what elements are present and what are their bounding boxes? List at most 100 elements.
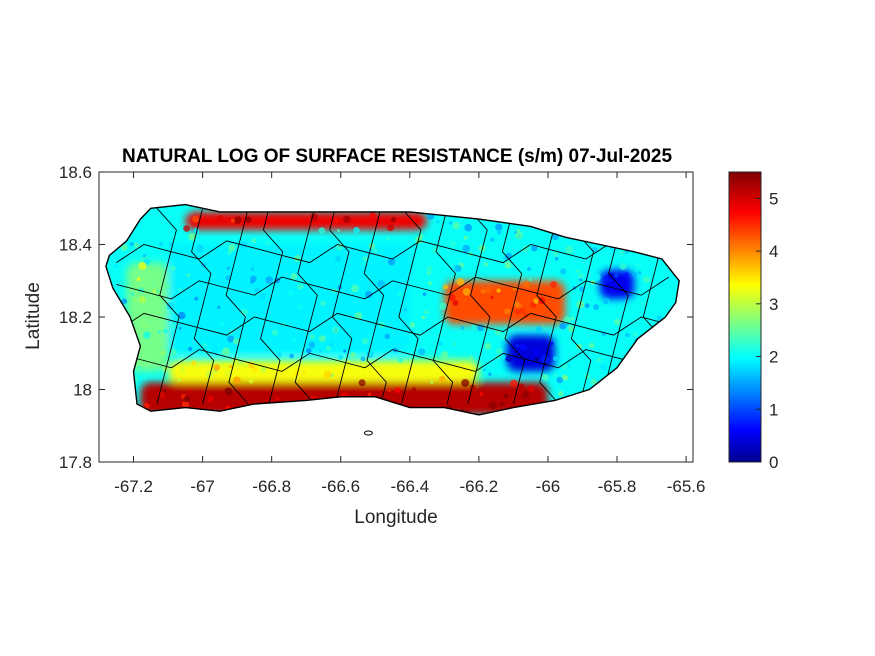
heatmap-cell [600,363,608,371]
heatmap-cell [554,256,559,261]
x-tick-label: -66.2 [460,477,499,496]
heatmap-cell [448,294,456,301]
heatmap-cell [390,216,397,223]
heatmap-cell [431,246,439,254]
heatmap-cell [360,261,366,266]
heatmap-cell [196,244,204,253]
heatmap-cell [452,342,457,346]
heatmap-cell [588,342,595,349]
heatmap-cell [228,243,236,252]
heatmap-cell [367,392,372,397]
municipality-boundary [329,208,353,405]
heatmap-cell [535,326,543,334]
heatmap-cell [177,311,186,320]
heatmap-cell [552,373,558,378]
heatmap-cell [480,288,486,294]
heatmap-cell [560,268,567,275]
heatmap-cell [516,344,520,348]
heatmap-cell [183,225,190,232]
heatmap-cell [192,347,197,352]
heatmap-cell [532,349,540,356]
heatmap-cell [593,304,600,311]
heatmap-cell [558,390,564,397]
heatmap-cell [169,348,177,357]
y-axis-ticks: 17.8 18 18.2 18.4 18.6 [59,163,693,472]
heatmap-cell [207,395,214,403]
heatmap-cell [464,223,473,232]
heatmap-cell [211,346,219,354]
heatmap-cell [496,347,503,355]
heatmap-cell [516,228,521,233]
heatmap-cell [527,267,531,271]
municipality-boundary [116,349,669,372]
heatmap-cell [250,275,257,283]
heatmap-cell [439,302,447,310]
heatmap-cell [577,272,585,280]
heatmap-cell [394,387,401,394]
heatmap-cell [495,223,503,231]
heatmap-cell [471,324,477,330]
municipality-boundary [398,208,422,405]
heatmap-cell [225,275,231,281]
heatmap-cell [449,240,457,247]
heatmap-cell [549,341,554,346]
x-tick-label: -66.6 [321,477,360,496]
heatmap-cell [308,341,316,348]
heatmap-cell [143,331,151,339]
heatmap-cell [514,308,522,315]
heatmap-cell [251,366,258,373]
heatmap-cell [323,370,332,379]
heatmap-cell [217,215,224,222]
heatmap-cell [426,265,433,272]
heatmap-cell [421,315,426,319]
heatmap-cell [377,279,385,288]
heatmap-cell [265,240,272,246]
heatmap-cell [566,274,571,280]
heatmap-cell [199,401,205,407]
x-axis-ticks: -67.2 -67 -66.8 -66.6 -66.4 -66.2 -66 -65.8 -65.… [114,172,705,496]
heatmap-cell [182,400,190,408]
heatmap-cell [460,326,465,330]
heatmap-cell [614,318,621,325]
heatmap-cell [192,215,200,223]
y-tick-label: 17.8 [59,453,92,472]
heatmap-cell [424,309,429,315]
municipality-boundary [432,208,456,405]
heatmap-cell [462,298,466,302]
heatmap-cell [541,354,549,363]
heatmap-cell [222,347,230,356]
heatmap-cell [496,288,501,293]
heatmap-cell [452,221,461,230]
heatmap-cell [177,378,181,382]
heatmap-cell [133,298,138,303]
heatmap-cell [504,308,511,315]
heatmap-region [506,335,555,372]
heatmap-cell [114,264,119,269]
heatmap-cell [411,387,417,392]
heatmap-cell [120,244,128,251]
heatmap-cell [194,296,199,301]
heatmap-cell [150,339,157,345]
heatmap-cell [159,391,167,400]
heatmap-cell [415,236,423,244]
heatmap-cell [259,293,266,300]
heatmap-cell [528,278,532,282]
chart-title: NATURAL LOG OF SURFACE RESISTANCE (s/m) … [122,146,672,167]
heatmap-cell [501,355,506,360]
colorbar-tick-label: 0 [769,453,778,472]
heatmap-cell [138,287,145,294]
heatmap-cell [503,393,509,399]
heatmap-cell [360,356,366,362]
heatmap-cell [565,245,574,254]
heatmap-cell [244,216,252,224]
heatmap-cell [619,262,627,270]
heatmap-cell [490,237,495,242]
heatmap-cell [522,391,530,399]
heatmap-cell [443,284,448,290]
y-tick-label: 18.2 [59,308,92,327]
heatmap-cell [386,224,395,232]
heatmap-cell [517,383,525,391]
heatmap-cell [623,272,630,278]
heatmap-cell [276,351,282,358]
heatmap-cell [366,333,374,340]
